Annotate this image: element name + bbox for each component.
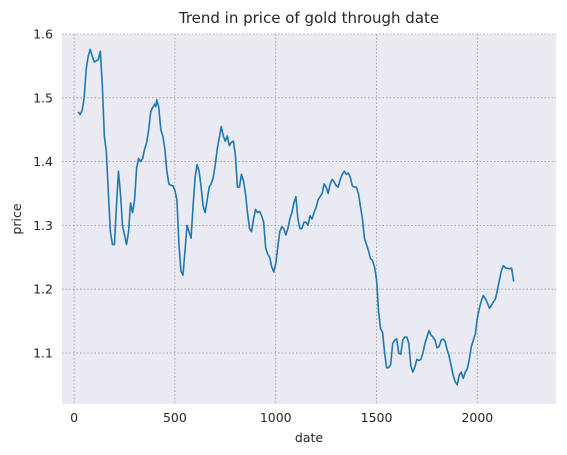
y-gridlines bbox=[62, 33, 556, 354]
y-tick-label: 1.1 bbox=[33, 345, 53, 360]
x-tick-labels: 0 500 1000 1500 2000 bbox=[70, 410, 493, 425]
x-tick-label: 1500 bbox=[361, 410, 393, 425]
chart-title: Trend in price of gold through date bbox=[178, 9, 439, 27]
x-tick-label: 2000 bbox=[461, 410, 493, 425]
y-tick-label: 1.5 bbox=[33, 90, 53, 105]
x-tick-label: 1000 bbox=[260, 410, 292, 425]
y-axis-label: price bbox=[9, 203, 24, 234]
x-tick-label: 500 bbox=[163, 410, 187, 425]
y-tick-labels: 1.1 1.2 1.3 1.4 1.5 1.6 bbox=[33, 27, 53, 361]
x-axis-label: date bbox=[295, 430, 323, 445]
y-tick-label: 1.2 bbox=[33, 282, 53, 297]
series-layer bbox=[77, 48, 515, 386]
series-line bbox=[77, 48, 515, 386]
x-tick-label: 0 bbox=[70, 410, 78, 425]
y-tick-label: 1.3 bbox=[33, 218, 53, 233]
y-tick-label: 1.6 bbox=[33, 27, 53, 42]
y-tick-label: 1.4 bbox=[33, 154, 53, 169]
x-gridlines bbox=[73, 34, 478, 404]
